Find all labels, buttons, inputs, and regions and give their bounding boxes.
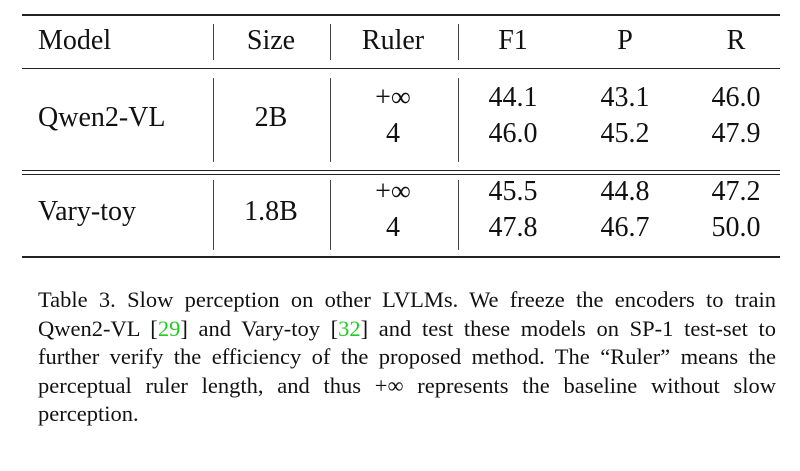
- col-divider: [330, 78, 331, 162]
- caption-text: ] and test these models on SP-1 test-set…: [38, 315, 776, 427]
- col-divider: [330, 180, 331, 250]
- model-cell: Vary-toy: [38, 196, 136, 227]
- ruler-cell: +∞: [375, 82, 411, 113]
- bottom-rule: [22, 256, 780, 258]
- f1-cell: 47.8: [488, 212, 538, 243]
- r-cell: 47.2: [711, 176, 761, 207]
- f1-cell: 44.1: [488, 82, 538, 113]
- p-cell: 44.8: [600, 176, 650, 207]
- model-cell: Qwen2-VL: [38, 102, 166, 133]
- citation-link[interactable]: 29: [157, 315, 181, 341]
- col-divider: [213, 78, 214, 162]
- header-model: Model: [38, 25, 112, 56]
- group-rule-1: [22, 170, 780, 171]
- header-p: P: [617, 25, 633, 56]
- col-divider: [458, 24, 459, 60]
- col-divider: [330, 24, 331, 60]
- caption-text: Table 3. Slow perception on other LVLMs.…: [38, 287, 776, 341]
- ruler-cell: 4: [386, 212, 400, 243]
- header-ruler: Ruler: [361, 25, 425, 56]
- p-cell: 45.2: [600, 118, 650, 149]
- size-cell: 1.8B: [244, 196, 298, 227]
- ruler-cell: +∞: [375, 176, 411, 207]
- col-divider: [458, 78, 459, 162]
- group-rule-2: [22, 174, 780, 175]
- r-cell: 50.0: [711, 212, 761, 243]
- table-caption: Table 3. Slow perception on other LVLMs.…: [38, 286, 776, 429]
- header-f1: F1: [498, 25, 528, 56]
- caption-text: ] and Vary-toy [: [180, 315, 339, 341]
- r-cell: 47.9: [711, 118, 761, 149]
- top-rule: [22, 14, 780, 16]
- ruler-cell: 4: [386, 118, 400, 149]
- header-size: Size: [246, 25, 296, 56]
- r-cell: 46.0: [711, 82, 761, 113]
- col-divider: [458, 180, 459, 250]
- size-cell: 2B: [254, 102, 288, 133]
- f1-cell: 46.0: [488, 118, 538, 149]
- p-cell: 46.7: [600, 212, 650, 243]
- citation-link[interactable]: 32: [338, 315, 361, 341]
- col-divider: [213, 24, 214, 60]
- col-divider: [213, 180, 214, 250]
- header-r: R: [726, 25, 746, 56]
- header-rule: [22, 68, 780, 69]
- f1-cell: 45.5: [488, 176, 538, 207]
- p-cell: 43.1: [600, 82, 650, 113]
